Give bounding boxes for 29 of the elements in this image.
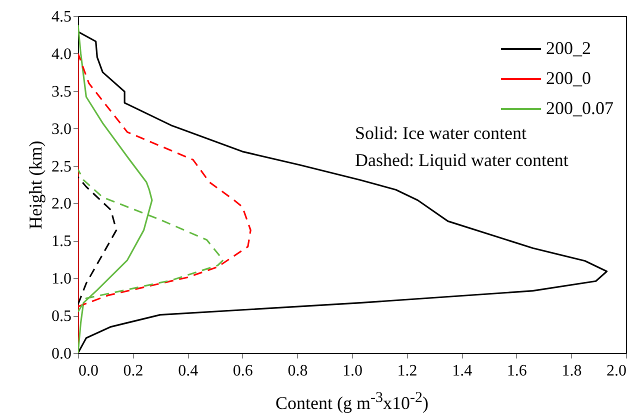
y-tick-label: 3.5 xyxy=(52,83,72,100)
x-tick-label: 1.0 xyxy=(342,362,362,380)
x-tick-label: 0.4 xyxy=(178,362,198,380)
y-tick-label: 4.5 xyxy=(52,8,72,26)
y-tick-label: 4.0 xyxy=(52,46,72,63)
annotation: Solid: Ice water content xyxy=(355,123,526,143)
y-tick-label: 0.5 xyxy=(52,308,72,326)
y-tick-label: 1.0 xyxy=(52,270,72,288)
legend-label: 200_0 xyxy=(546,68,591,88)
x-tick-label: 1.6 xyxy=(506,362,527,380)
line-series xyxy=(78,176,118,306)
y-axis-title: Height (km) xyxy=(26,140,46,230)
y-tick-label: 0.0 xyxy=(52,346,72,362)
x-tick-label: 1.8 xyxy=(562,362,582,380)
y-tick-label: 1.5 xyxy=(52,233,72,250)
legend-label: 200_0.07 xyxy=(546,98,614,118)
x-tick-label: 2.0 xyxy=(606,362,626,380)
x-tick-label: 1.4 xyxy=(452,362,472,380)
x-tick-label: 0.0 xyxy=(78,362,98,380)
x-tick-label: 0.2 xyxy=(123,362,144,380)
x-tick-label: 0.6 xyxy=(232,362,253,380)
y-tick-label: 2.5 xyxy=(52,158,72,176)
x-tick-label: 0.8 xyxy=(288,362,308,380)
legend-label: 200_2 xyxy=(546,38,591,58)
x-tick-label: 1.2 xyxy=(397,362,418,380)
annotation: Dashed: Liquid water content xyxy=(355,150,568,170)
y-tick-label: 3.0 xyxy=(52,120,72,138)
x-axis-title: Content (g m$^{-3}$x10$^{-2}$) xyxy=(274,389,430,413)
y-tick-label: 2.0 xyxy=(52,196,72,213)
